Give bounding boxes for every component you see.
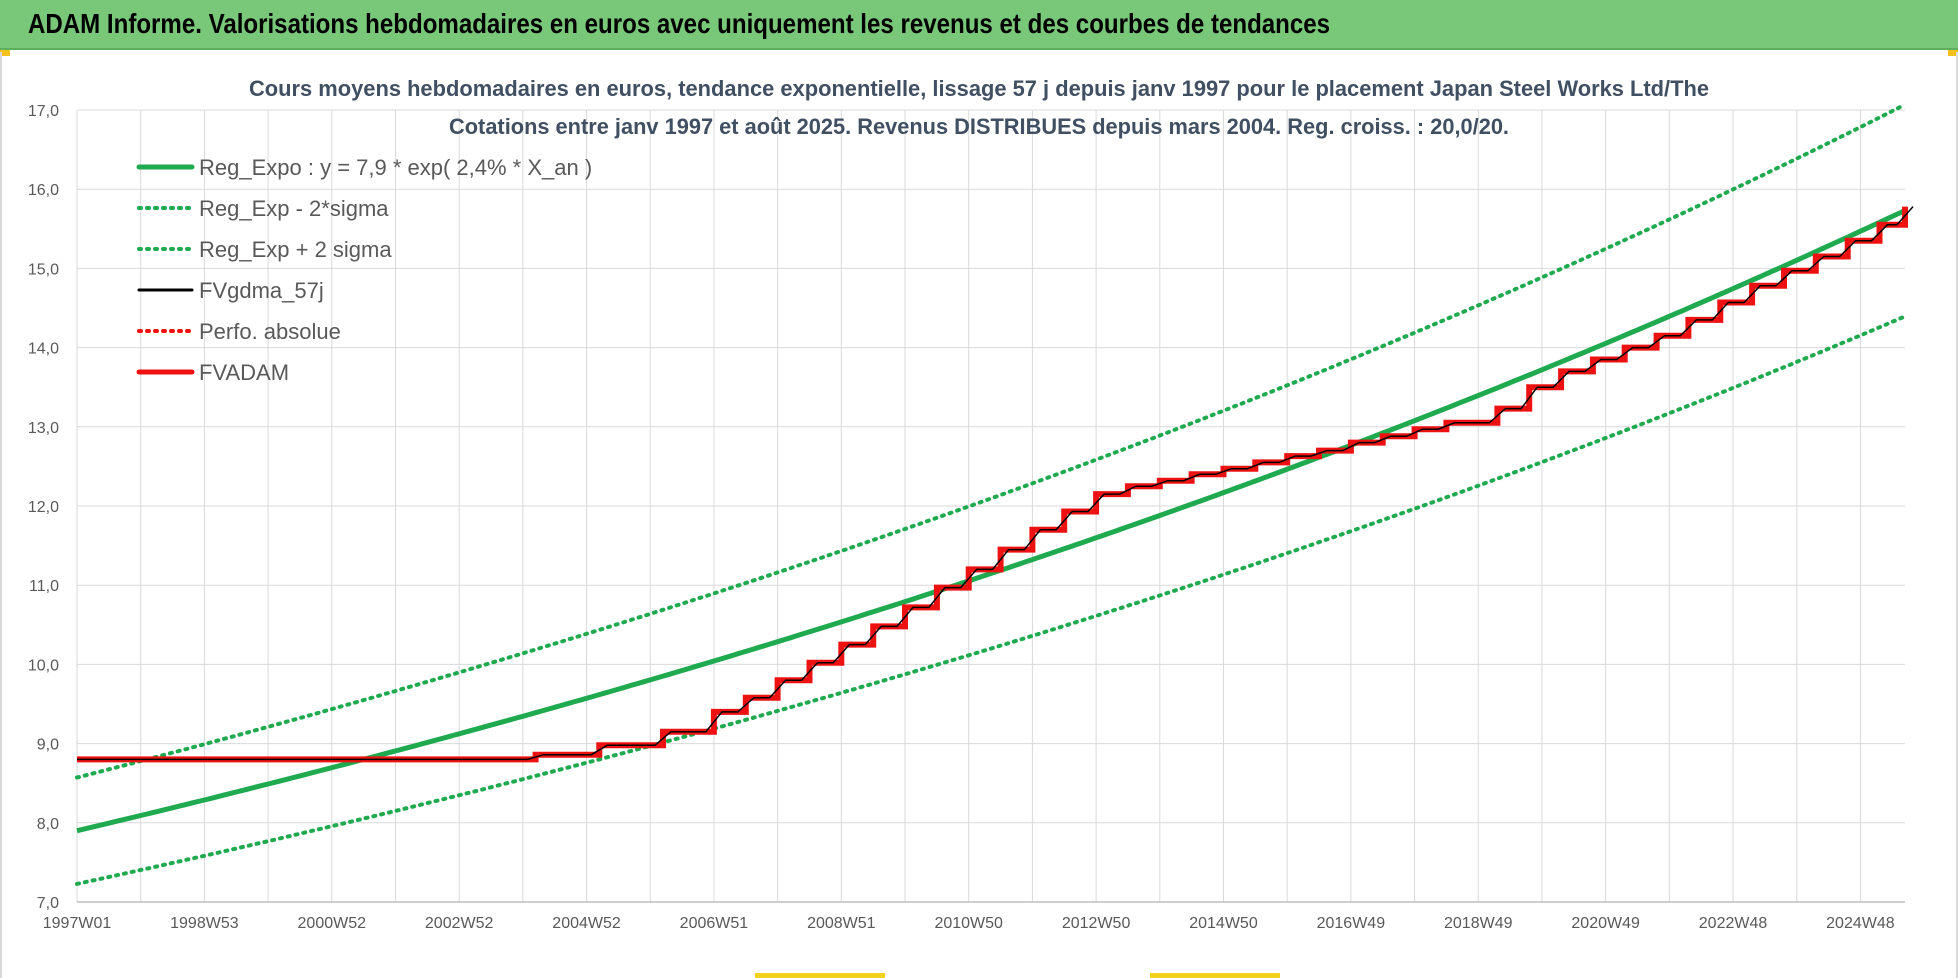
legend-label: Reg_Exp + 2 sigma (199, 237, 392, 262)
report-title: ADAM Informe. Valorisations hebdomadaire… (28, 8, 1331, 39)
series-line-reg-exp-plus-2sigma (75, 102, 1907, 780)
x-tick-label: 2020W49 (1571, 915, 1640, 932)
corner-mark-right (1948, 50, 1958, 56)
y-tick-label: 11,0 (29, 578, 59, 595)
x-tick-label: 2018W49 (1444, 915, 1513, 932)
legend-label: FVgdma_57j (199, 278, 324, 303)
bottom-mark-2 (1150, 973, 1280, 978)
y-tick-label: 8,0 (37, 816, 59, 833)
chart-area: 7,0 8,0 9,0 10,0 11,0 12,0 13,0 14,0 15,0 16,0 17,… (0, 52, 1958, 978)
x-tick-label: 2014W50 (1189, 915, 1258, 932)
series-layer (75, 102, 1914, 886)
x-tick-label: 2000W52 (298, 915, 367, 932)
bottom-mark-1 (755, 973, 885, 978)
x-tick-label: 2008W51 (807, 915, 876, 932)
y-tick-label: 15,0 (28, 261, 59, 278)
legend-label: FVADAM (199, 360, 289, 385)
y-tick-label: 12,0 (28, 499, 59, 516)
y-tick-label: 7,0 (37, 895, 59, 912)
line-chart: 7,0 8,0 9,0 10,0 11,0 12,0 13,0 14,0 15,0 16,0 17,… (28, 76, 1914, 932)
x-tick-label: 2002W52 (425, 915, 494, 932)
x-tick-label: 1998W53 (170, 915, 239, 932)
chart-title: Cours moyens hebdomadaires en euros, ten… (249, 76, 1709, 101)
x-tick-label: 2024W48 (1826, 915, 1895, 932)
x-tick-label: 1997W01 (43, 915, 112, 932)
axis-labels: 7,0 8,0 9,0 10,0 11,0 12,0 13,0 14,0 15,0 16,0 17,… (28, 103, 1895, 932)
corner-mark-left (0, 50, 10, 56)
x-tick-label: 2012W50 (1062, 915, 1131, 932)
y-tick-label: 14,0 (28, 341, 59, 358)
series-line-reg-expo (76, 208, 1907, 834)
legend-label: Perfo. absolue (199, 319, 341, 344)
series-line-fvgdma-57j (77, 206, 1914, 761)
chart-legend: Reg_Expo : y = 7,9 * exp( 2,4% * X_an ) R… (136, 155, 592, 385)
x-tick-label: 2022W48 (1699, 915, 1768, 932)
y-tick-label: 17,0 (28, 103, 59, 120)
y-tick-label: 9,0 (37, 737, 59, 754)
x-tick-label: 2010W50 (934, 915, 1003, 932)
x-tick-label: 2004W52 (552, 915, 621, 932)
y-tick-label: 10,0 (28, 657, 59, 674)
chart-subtitle: Cotations entre janv 1997 et août 2025. … (449, 114, 1509, 139)
legend-label: Reg_Exp - 2*sigma (199, 196, 389, 221)
y-tick-label: 13,0 (28, 420, 59, 437)
series-line-fvadam (77, 206, 1908, 763)
x-tick-label: 2016W49 (1317, 915, 1386, 932)
report-header: ADAM Informe. Valorisations hebdomadaire… (0, 0, 1958, 50)
legend-label: Reg_Expo : y = 7,9 * exp( 2,4% * X_an ) (199, 155, 592, 180)
grid (76, 109, 1905, 903)
y-tick-label: 16,0 (28, 182, 59, 199)
series-line-reg-exp-minus-2sigma (75, 314, 1907, 886)
x-tick-label: 2006W51 (680, 915, 749, 932)
